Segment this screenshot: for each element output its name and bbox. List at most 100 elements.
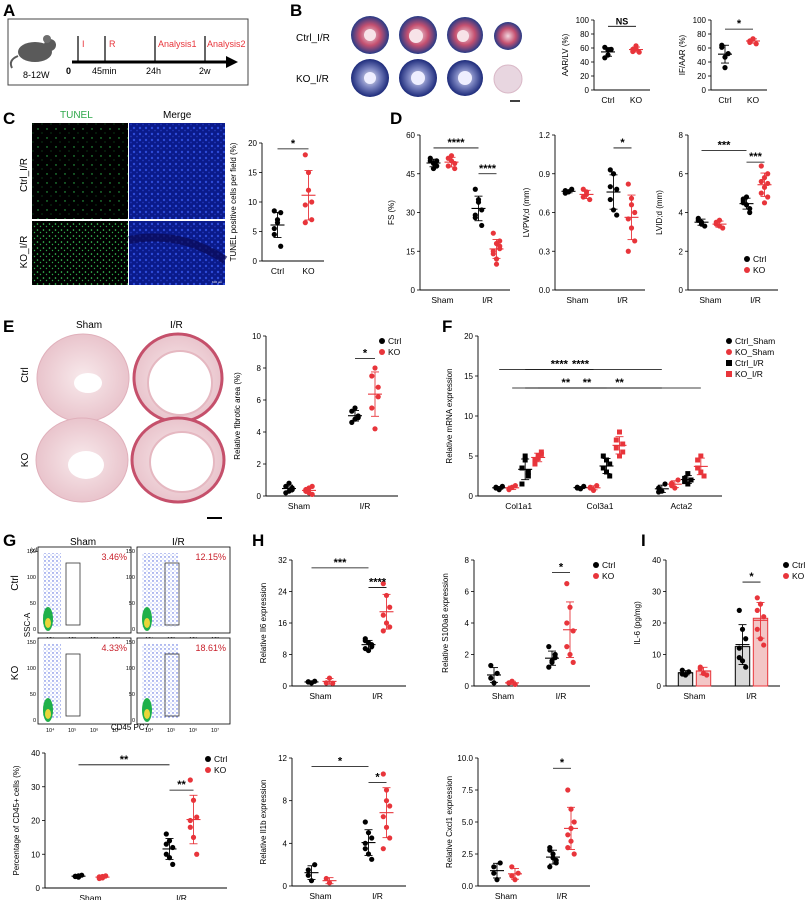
data-point [620,449,626,455]
data-point [488,662,494,669]
data-point [564,581,570,587]
y-axis-label: AAR/LV (%) [561,33,570,76]
y-axis-label: Relative Cxcl1 expression [445,776,454,868]
y-tick-label: 0.0 [462,882,474,891]
y-tick-label: 100 [576,16,590,25]
significance-label: *** [718,140,732,152]
data-point [271,231,277,238]
x-category-label: Sham [309,891,331,900]
significance-label: * [291,138,296,150]
flow-x-tick: 10⁶ [90,727,98,734]
data-point [614,212,620,218]
chart-G_cd45: 0 10 20 30 40 Percentage of CD45+ cells (%) Sh… [12,749,227,900]
data-point [682,479,688,485]
data-point [525,473,531,479]
x-category-label: Sham [699,295,721,305]
y-tick-label: 0 [253,257,258,266]
y-tick-label: 20 [580,72,589,81]
legend-marker [726,349,732,355]
y-axis-label: Relative Il1b expression [259,780,268,865]
y-axis-label: LVPW;d (mm) [522,187,531,237]
sirius-red-sections [35,332,226,519]
data-point [380,814,386,820]
significance-label: ** [562,377,571,389]
row-label-ko-e: KO [20,453,31,468]
y-tick-label: 8 [465,556,470,565]
data-point [312,862,318,868]
data-point [194,814,200,820]
data-point [695,215,701,221]
data-point [720,225,726,231]
cd45-gate [164,562,180,626]
legend-label: Ctrl [753,254,766,264]
y-axis-label: Relative S100a8 expression [441,573,450,673]
y-tick-label: 2 [465,651,470,660]
data-point [380,612,386,618]
y-tick-label: 30 [652,588,661,597]
row-label-ko-ir-c: KO_I/R [19,236,30,269]
row-label-ctrl-ir: Ctrl_I/R [296,33,330,44]
legend-marker [783,573,789,579]
flow-y-tick: 50 [30,601,36,607]
data-point [372,426,378,432]
significance-label: * [375,772,380,784]
flow-y-tick: 50 [129,601,135,607]
x-category-label: Acta2 [670,501,692,511]
y-tick-label: 60 [406,131,415,140]
legend-label: KO [214,765,227,775]
significance-label: **** [447,137,465,149]
timeline-schematic: 8-12W 0 I R 45min 24h 2w Analysis1 Analy… [7,18,249,86]
flow-y-tick: 0 [132,627,135,633]
data-point [754,595,760,601]
legend-marker [726,371,732,377]
y-tick-label: 16 [278,619,287,628]
y-tick-label: 10 [248,198,257,207]
legend-marker [205,756,211,762]
data-point [271,225,277,232]
chart-F_mrna: 0 5 10 15 20 Relative mRNA expression Col1a1 Co… [445,332,775,511]
data-point [309,491,315,497]
flow-y-tick: 0 [132,718,135,724]
panel-label-e: E [3,317,14,336]
significance-label: * [620,137,625,149]
data-point [695,465,701,471]
col-label-ir-e: I/R [170,320,183,331]
y-tick-label: 60 [697,44,706,53]
flow-y-tick: 150 [27,640,36,646]
significance-label: * [338,756,343,768]
data-point [630,48,636,55]
flow-dense-center [144,709,150,719]
y-tick-label: 4 [283,839,288,848]
data-point [491,870,497,876]
x-category-label: I/R [557,891,568,900]
gate-percentage: 12.15% [195,552,226,562]
x-category-label: Col1a1 [505,501,532,511]
legend-marker [205,767,211,773]
data-point [497,243,503,249]
col-label-sham-e: Sham [76,320,102,331]
x-category-label: Ctrl [718,95,731,105]
y-tick-label: 12 [278,754,287,763]
flow-dense-center [45,709,51,719]
data-point [355,415,361,421]
data-point [564,620,570,626]
y-tick-label: 8 [679,131,684,140]
chart-H_il6: 0 8 16 24 32 Relative Il6 expression Sham I/R **… [259,556,406,701]
data-point [362,846,368,852]
data-point [761,614,767,620]
time-zero: 0 [66,66,71,76]
y-tick-label: 6 [257,396,262,405]
data-point [701,473,707,479]
y-tick-label: 10 [31,850,40,859]
panel-label-h: H [252,531,264,550]
flow-x-tick: 10⁶ [189,727,197,734]
data-point [607,461,613,467]
y-tick-label: 0 [36,884,41,893]
panel-label-c: C [3,109,15,128]
data-point [387,624,393,630]
data-point [305,872,311,878]
y-tick-label: 0 [465,682,470,691]
x-category-label: I/R [372,891,383,900]
